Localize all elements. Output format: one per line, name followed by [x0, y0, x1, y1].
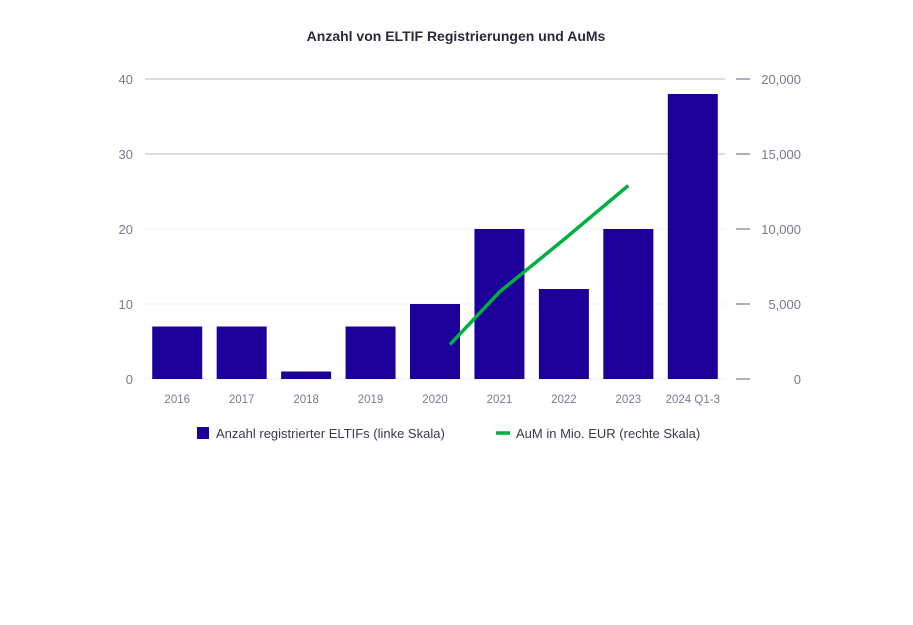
x-tick-label: 2021: [487, 394, 513, 406]
x-tick-label: 2018: [293, 394, 319, 406]
legend-swatch-bars: [197, 427, 209, 439]
bar: [152, 326, 203, 379]
x-tick-label: 2022: [551, 394, 577, 406]
legend-label-bars: Anzahl registrierter ELTIFs (linke Skala…: [216, 426, 445, 441]
y-left-tick-label: 0: [126, 372, 133, 387]
y-right-tick-label: 15,000: [761, 147, 801, 162]
y-right-tick-label: 0: [794, 372, 801, 387]
x-tick-label: 2019: [358, 394, 384, 406]
y-left-tick-label: 20: [119, 222, 133, 237]
y-right-tick-label: 5,000: [768, 297, 801, 312]
y-left-tick-label: 40: [119, 72, 133, 87]
bar: [216, 326, 267, 379]
bar: [667, 94, 718, 379]
y-right-tick-label: 20,000: [761, 72, 801, 87]
x-tick-label: 2017: [229, 394, 255, 406]
legend-label-line: AuM in Mio. EUR (rechte Skala): [516, 426, 700, 441]
bar: [281, 371, 332, 379]
chart-title: Anzahl von ELTIF Registrierungen und AuM…: [307, 28, 606, 44]
bar: [345, 326, 396, 379]
x-tick-label: 2023: [616, 394, 642, 406]
bar: [538, 289, 589, 379]
x-tick-label: 2020: [422, 394, 448, 406]
y-right-tick-label: 10,000: [761, 222, 801, 237]
y-left-tick-label: 30: [119, 147, 133, 162]
bar: [474, 229, 525, 379]
aum-line: [448, 184, 630, 346]
bar: [603, 229, 654, 379]
x-tick-label: 2016: [164, 394, 190, 406]
x-tick-label: 2024 Q1-3: [666, 394, 720, 406]
y-left-tick-label: 10: [119, 297, 133, 312]
